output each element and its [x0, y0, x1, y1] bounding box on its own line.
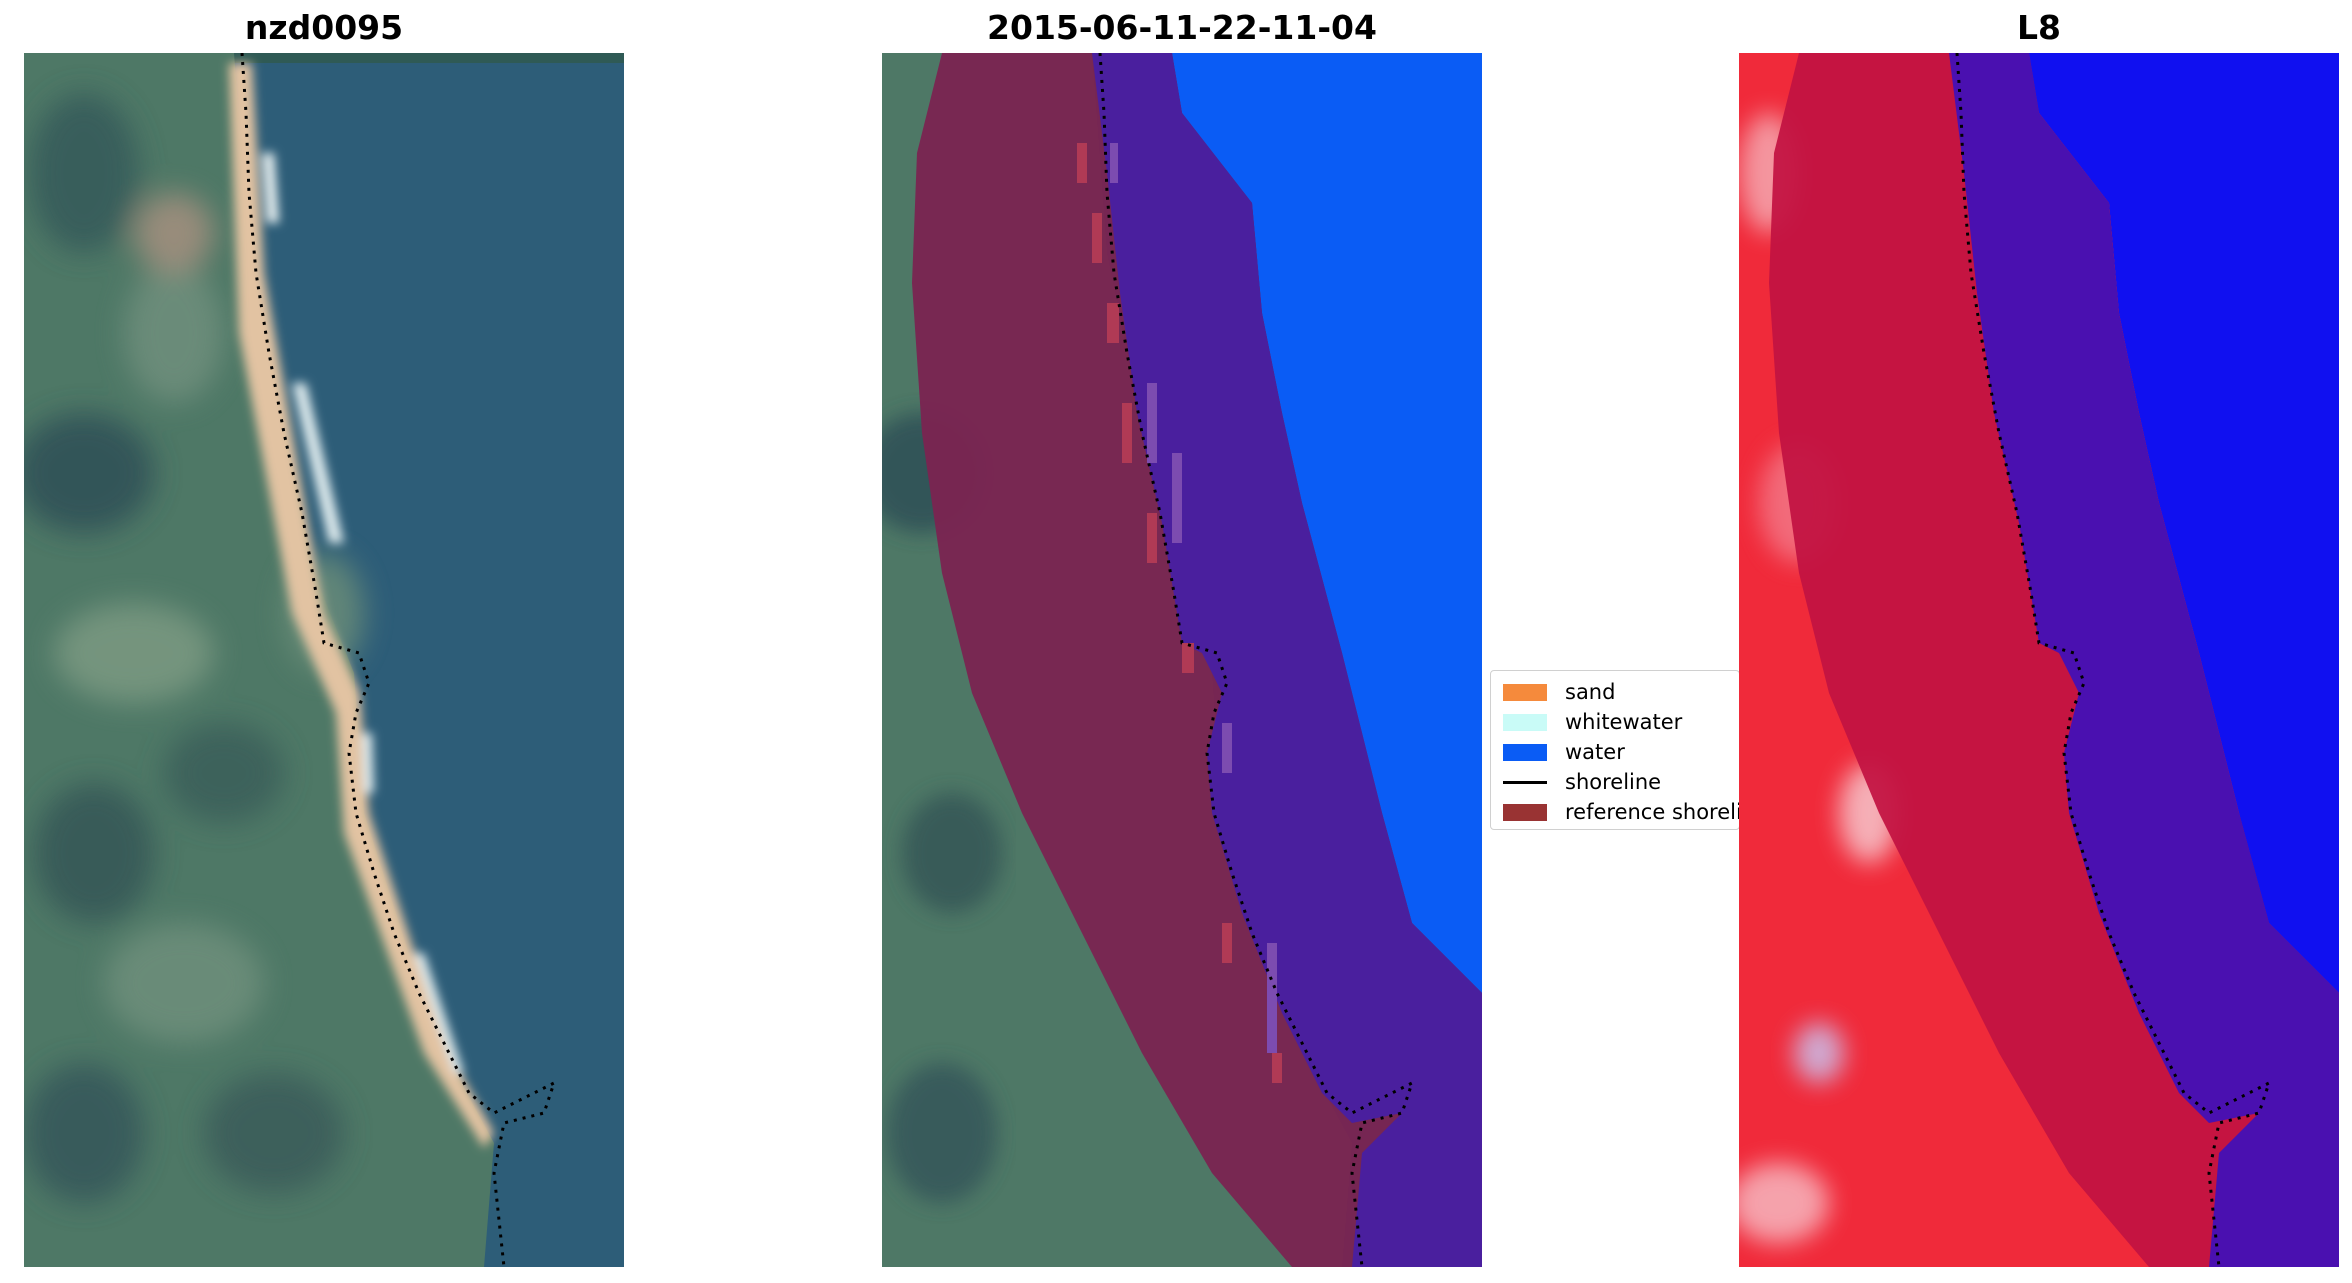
legend: sand whitewater water shoreline referenc… — [1490, 670, 1740, 830]
index-buffer-water — [1949, 53, 2339, 1267]
classified-water — [1172, 53, 1482, 993]
legend-label: whitewater — [1565, 710, 1683, 734]
legend-label: shoreline — [1565, 770, 1662, 794]
legend-label: water — [1565, 740, 1625, 764]
classified-image — [882, 53, 1482, 1267]
shoreline — [1955, 53, 2272, 1267]
shoreline — [1098, 53, 1415, 1267]
legend-label: reference shoreline — [1565, 800, 1739, 824]
reference-shoreline-swatch — [1503, 803, 1547, 821]
legend-item-shoreline: shoreline — [1491, 767, 1739, 797]
index-image-panel — [1739, 53, 2339, 1267]
whitewater-swatch — [1503, 713, 1547, 731]
legend-item-whitewater: whitewater — [1491, 707, 1739, 737]
shoreline — [240, 53, 557, 1267]
legend-label: sand — [1565, 680, 1616, 704]
rgb-image — [24, 53, 624, 1267]
rgb-image-panel — [24, 53, 624, 1267]
buffer-water — [1092, 53, 1482, 1267]
water-swatch — [1503, 743, 1547, 761]
panel-title-date: 2015-06-11-22-11-04 — [987, 8, 1377, 47]
sand-swatch — [1503, 683, 1547, 701]
panel-title-satellite: L8 — [2017, 8, 2061, 47]
legend-item-sand: sand — [1491, 677, 1739, 707]
shoreline-swatch — [1503, 780, 1547, 784]
classified-image-panel — [882, 53, 1482, 1267]
legend-item-reference-shoreline: reference shoreline — [1491, 797, 1739, 827]
index-water — [1969, 53, 2339, 1053]
beach-sand — [229, 63, 494, 1148]
index-image — [1739, 53, 2339, 1267]
panel-title-rgb: nzd0095 — [244, 8, 404, 47]
legend-item-water: water — [1491, 737, 1739, 767]
